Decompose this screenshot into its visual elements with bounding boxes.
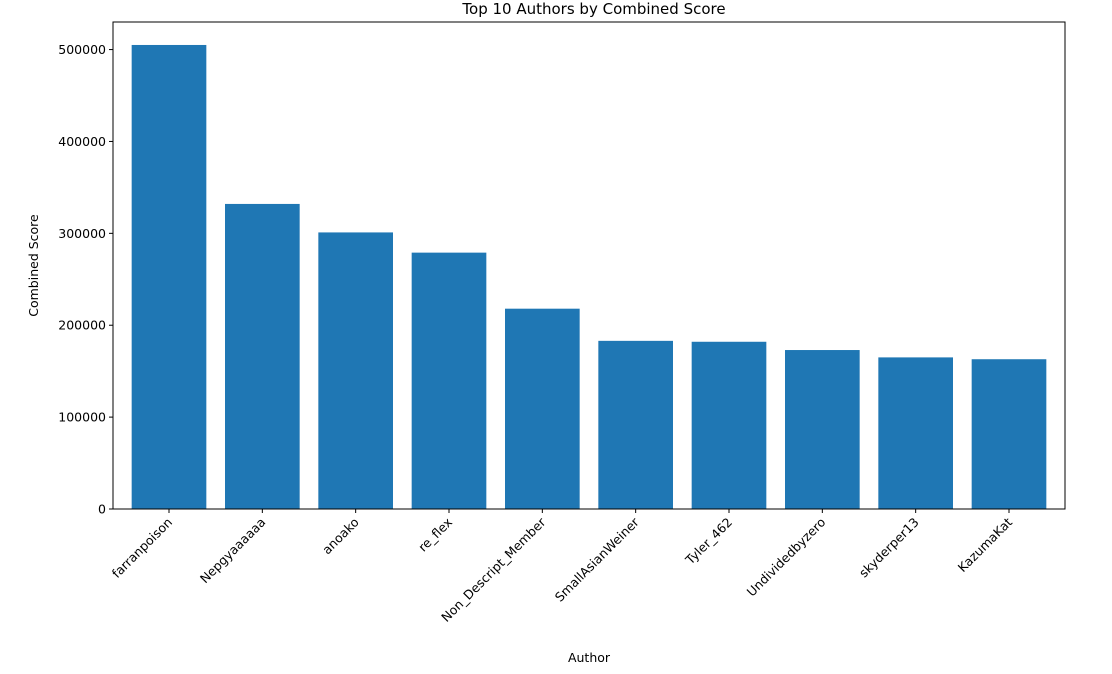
y-axis: 0 100000 200000 300000 400000 500000 — [58, 42, 113, 517]
bar-tyler-462 — [691, 341, 767, 509]
x-tick-label: Non_Descript_Member — [438, 514, 549, 625]
y-tick-label: 0 — [98, 502, 106, 517]
y-tick-label: 500000 — [58, 42, 106, 57]
plot-frame — [112, 21, 1066, 510]
x-tick-label: farranpoison — [109, 515, 175, 581]
y-tick-label: 100000 — [58, 410, 106, 425]
x-axis: farranpoison Nepgyaaaaaa anoako re_flexNon_… — [109, 509, 1015, 625]
bar-skyderper13 — [878, 357, 953, 509]
x-tick-label: SmallAsianWeiner — [552, 514, 643, 605]
x-axis-label: Author — [568, 650, 611, 665]
y-tick-label: 400000 — [58, 134, 106, 149]
x-tick-label: re_flex — [415, 515, 455, 555]
x-tick-label: Tyler_462 — [682, 515, 735, 568]
chart-title: Top 10 Authors by Combined Score — [461, 0, 725, 18]
x-tick-label: Nepgyaaaaaa — [197, 515, 269, 587]
y-axis-label: Combined Score — [26, 214, 41, 317]
x-tick-label: skyderper13 — [856, 515, 922, 581]
y-tick-label: 300000 — [58, 226, 106, 241]
bar-anoako — [318, 232, 393, 509]
y-tick-label: 200000 — [58, 318, 106, 333]
x-tick-label: anoako — [319, 515, 362, 558]
bar-non-descript-member — [505, 308, 580, 509]
bar-re-flex — [411, 252, 487, 509]
x-tick-label: Undividedbyzero — [744, 515, 829, 600]
bar-farranpoison — [131, 44, 207, 509]
bar-undividedbyzero — [785, 350, 860, 509]
bar-kazumakat — [971, 359, 1047, 509]
x-tick-label: KazumaKat — [955, 514, 1016, 575]
bar-nepgyaaaaaa — [225, 203, 300, 509]
bar-smallasianweiner — [598, 340, 673, 509]
bars-group — [131, 44, 1047, 509]
